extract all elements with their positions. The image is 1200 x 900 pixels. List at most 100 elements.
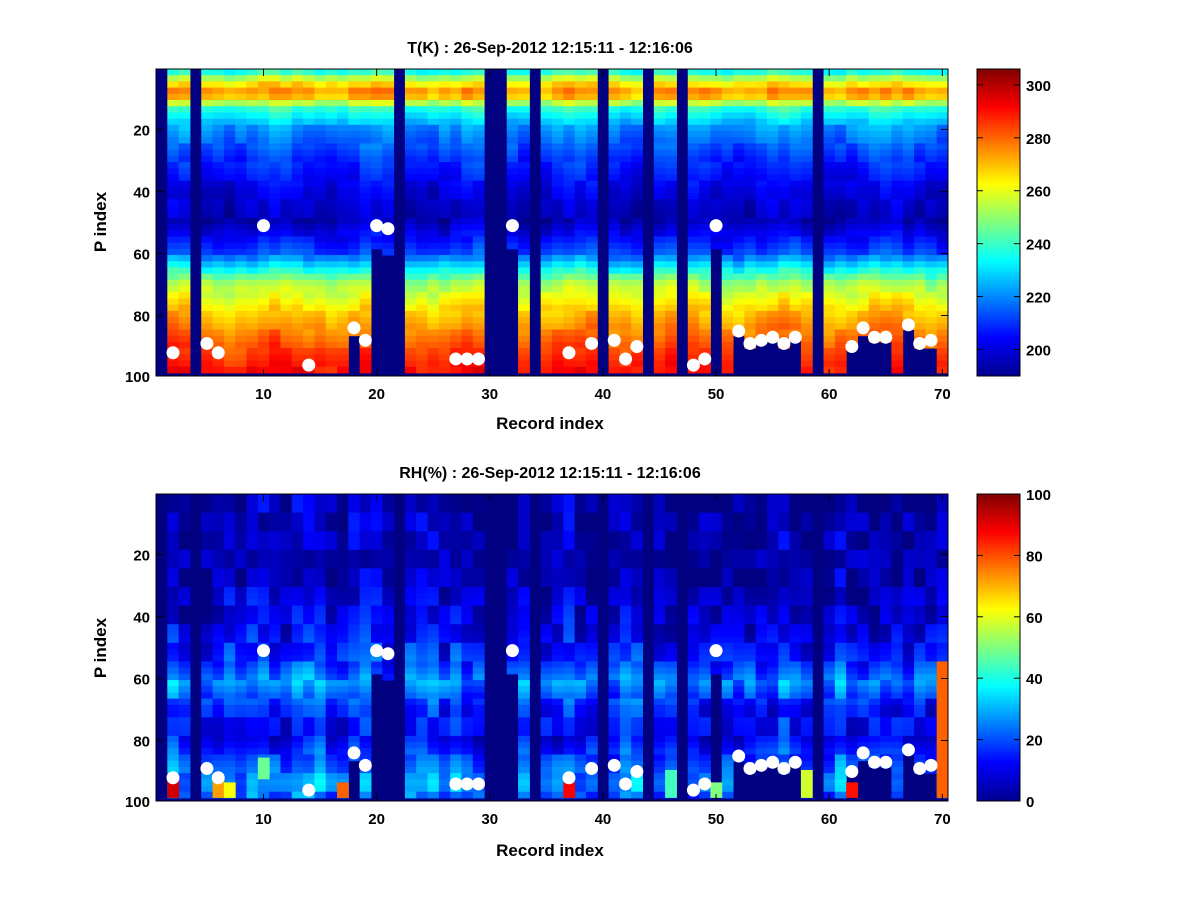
- heatmap-cell: [733, 286, 745, 293]
- heatmap-cell: [619, 624, 632, 631]
- heatmap-cell: [178, 304, 191, 312]
- surface-marker: [686, 358, 700, 372]
- heatmap-cell: [552, 180, 564, 188]
- heatmap-cell: [540, 131, 553, 138]
- heatmap-cell: [201, 131, 214, 138]
- heatmap-cell: [766, 267, 779, 275]
- heatmap-cell: [280, 642, 293, 650]
- heatmap-cell: [416, 149, 429, 157]
- heatmap-cell: [789, 75, 802, 82]
- heatmap-cell: [178, 106, 191, 113]
- heatmap-cell: [540, 556, 553, 563]
- heatmap-cell: [518, 112, 530, 120]
- heatmap-cell: [608, 112, 621, 120]
- heatmap-cell: [733, 279, 745, 287]
- heatmap-cell: [201, 348, 214, 355]
- heatmap-cell: [201, 574, 214, 582]
- heatmap-cell: [868, 75, 881, 82]
- heatmap-cell: [325, 543, 338, 551]
- heatmap-cell: [563, 661, 576, 669]
- heatmap-cell: [359, 568, 372, 576]
- heatmap-column: [337, 494, 349, 799]
- heatmap-cell: [631, 636, 644, 644]
- heatmap-cell: [846, 273, 858, 281]
- heatmap-cell: [427, 354, 440, 361]
- heatmap-cell: [450, 87, 462, 95]
- heatmap-cell: [653, 137, 666, 144]
- heatmap-cell: [472, 255, 485, 262]
- heatmap-cell: [857, 69, 870, 76]
- heatmap-cell: [868, 211, 881, 219]
- heatmap-cell: [891, 143, 904, 151]
- heatmap-cell: [246, 205, 259, 213]
- heatmap-cell: [404, 323, 417, 330]
- heatmap-cell: [178, 500, 191, 507]
- heatmap-cell: [257, 729, 270, 737]
- heatmap-cell: [846, 149, 858, 157]
- heatmap-cell: [574, 661, 587, 669]
- heatmap-cell: [925, 174, 938, 182]
- heatmap-cell: [201, 531, 214, 538]
- heatmap-cell: [925, 149, 938, 157]
- heatmap-cell: [766, 112, 779, 120]
- heatmap-cell: [246, 729, 259, 737]
- heatmap-cell: [721, 317, 734, 324]
- heatmap-cell: [608, 611, 621, 619]
- heatmap-cell: [167, 723, 180, 731]
- heatmap-cell: [834, 75, 847, 82]
- heatmap-cell: [223, 667, 236, 675]
- heatmap-cell: [914, 323, 926, 330]
- heatmap-cell: [699, 217, 711, 225]
- heatmap-cell: [518, 735, 530, 743]
- heatmap-cell: [370, 562, 383, 569]
- heatmap-cell: [269, 87, 281, 95]
- heatmap-cell: [789, 87, 802, 95]
- heatmap-cell: [619, 704, 632, 712]
- heatmap-cell: [880, 137, 892, 144]
- heatmap-cell: [337, 348, 349, 355]
- heatmap-cell: [608, 106, 621, 113]
- heatmap-cell: [687, 673, 700, 681]
- heatmap-cell: [438, 366, 451, 374]
- heatmap-cell: [235, 680, 248, 687]
- heatmap-cell: [337, 186, 349, 194]
- heatmap-cell: [257, 680, 270, 687]
- temperature-title: T(K) : 26-Sep-2012 12:15:11 - 12:16:06: [407, 40, 693, 57]
- heatmap-cell: [733, 199, 745, 206]
- heatmap-cell: [472, 242, 485, 250]
- heatmap-cell: [789, 205, 802, 213]
- heatmap-cell: [563, 304, 576, 312]
- heatmap-cell: [665, 149, 677, 157]
- heatmap-cell: [925, 224, 938, 231]
- heatmap-cell: [291, 205, 304, 213]
- heatmap-cell: [619, 217, 632, 225]
- heatmap-cell: [257, 211, 270, 219]
- heatmap-cell: [846, 205, 858, 213]
- heatmap-cell: [291, 556, 304, 563]
- heatmap-cell: [416, 230, 429, 237]
- heatmap-cell: [427, 329, 440, 337]
- heatmap-cell: [653, 75, 666, 82]
- heatmap-cell: [201, 537, 214, 545]
- heatmap-cell: [438, 760, 451, 768]
- heatmap-cell: [936, 205, 949, 213]
- heatmap-cell: [608, 686, 621, 693]
- heatmap-cell: [574, 81, 587, 89]
- heatmap-cell: [846, 279, 858, 287]
- heatmap-cell: [291, 124, 304, 132]
- heatmap-cell: [427, 341, 440, 349]
- heatmap-cell: [178, 580, 191, 588]
- heatmap-cell: [337, 155, 349, 163]
- heatmap-cell: [834, 310, 847, 318]
- heatmap-cell: [631, 87, 644, 95]
- heatmap-cell: [438, 224, 451, 231]
- heatmap-cell: [789, 180, 802, 188]
- heatmap-cell: [382, 143, 395, 151]
- heatmap-cell: [665, 255, 677, 262]
- heatmap-cell: [246, 199, 259, 206]
- heatmap-cell: [348, 242, 361, 250]
- heatmap-cell: [868, 87, 881, 95]
- heatmap-cell: [778, 267, 791, 275]
- heatmap-cell: [450, 642, 462, 650]
- heatmap-cell: [438, 323, 451, 330]
